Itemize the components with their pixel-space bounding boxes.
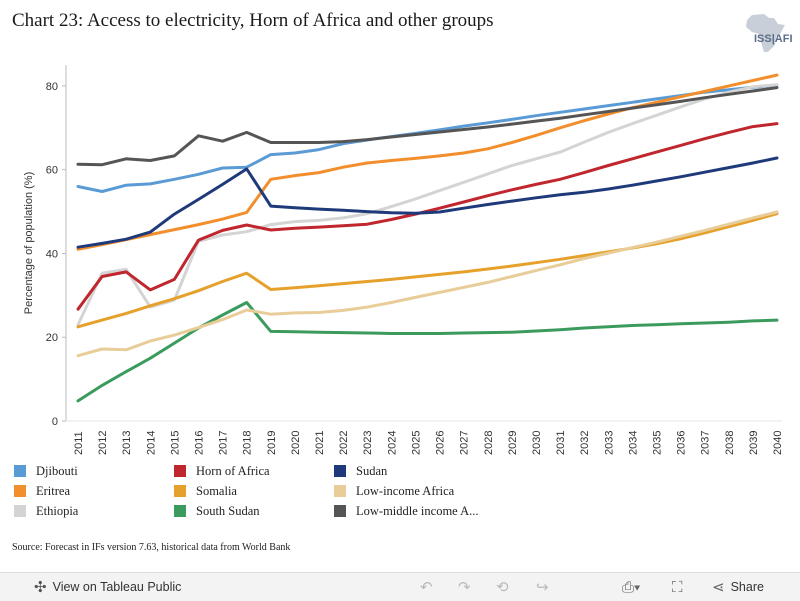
legend-swatch (334, 465, 346, 477)
x-tick-label: 2024 (386, 431, 398, 455)
legend-label: Low-middle income A... (356, 503, 479, 518)
x-tick-label: 2021 (314, 431, 326, 455)
iss-afi-logo: ISS|AFI (746, 14, 792, 52)
x-tick-label: 2039 (748, 431, 760, 455)
x-tick-label: 2014 (145, 431, 157, 455)
redo-button[interactable]: ↷ (458, 573, 471, 601)
share-label: Share (730, 580, 764, 594)
x-tick-label: 2011 (73, 431, 85, 455)
x-tick-label: 2031 (555, 431, 567, 455)
legend-swatch (174, 485, 186, 497)
revert-button[interactable]: ⟲ (496, 573, 509, 601)
series-line-low-income-africa[interactable] (76, 210, 779, 358)
y-tick-label: 0 (52, 416, 58, 428)
y-tick-label: 80 (46, 81, 58, 93)
legend-item-low-income-africa[interactable]: Low-income Africa (334, 482, 454, 500)
x-tick-label: 2018 (242, 431, 254, 455)
legend-swatch (14, 505, 26, 517)
legend-label: Sudan (356, 463, 388, 478)
x-tick-label: 2019 (266, 431, 278, 455)
legend-label: Djibouti (36, 463, 78, 478)
x-tick-label: 2032 (579, 431, 591, 455)
x-tick-label: 2013 (121, 431, 133, 455)
y-tick-label: 60 (46, 165, 58, 177)
x-tick-label: 2028 (483, 431, 495, 455)
download-icon: ⎙▾ (622, 578, 641, 596)
x-tick-label: 2040 (772, 431, 784, 455)
x-tick-label: 2025 (410, 431, 422, 455)
x-tick-label: 2030 (531, 431, 543, 455)
legend-swatch (334, 505, 346, 517)
legend-item-horn-of-africa[interactable]: Horn of Africa (174, 462, 270, 480)
series-line-ethiopia[interactable] (76, 83, 779, 327)
y-tick-label: 20 (46, 332, 58, 344)
undo-button[interactable]: ↶ (420, 573, 433, 601)
x-tick-label: 2026 (435, 431, 447, 455)
x-tick-label: 2038 (724, 431, 736, 455)
x-tick-label: 2029 (507, 431, 519, 455)
x-tick-label: 2033 (603, 431, 615, 455)
legend-item-sudan[interactable]: Sudan (334, 462, 387, 480)
legend-item-south-sudan[interactable]: South Sudan (174, 502, 260, 520)
undo-icon: ↶ (420, 579, 433, 596)
x-tick-label: 2023 (362, 431, 374, 455)
series-line-sudan[interactable] (76, 156, 779, 249)
legend-item-djibouti[interactable]: Djibouti (14, 462, 78, 480)
x-tick-label: 2020 (290, 431, 302, 455)
series-line-low-middle-income-a[interactable] (76, 86, 779, 167)
legend-item-ethiopia[interactable]: Ethiopia (14, 502, 78, 520)
forward-button[interactable]: ↪ (536, 573, 549, 601)
chart-series (76, 73, 779, 403)
legend-label: Horn of Africa (196, 463, 270, 478)
y-tick-label: 40 (46, 248, 58, 260)
legend-swatch (174, 505, 186, 517)
x-tick-label: 2037 (700, 431, 712, 455)
series-line-somalia[interactable] (76, 212, 779, 329)
legend-label: Eritrea (36, 483, 71, 498)
view-on-tableau-label: View on Tableau Public (52, 580, 182, 594)
legend-label: South Sudan (196, 503, 260, 518)
tableau-toolbar: ✣ View on Tableau Public ↶ ↷ ⟲ ↪ ⎙▾ ⛶ ⋖ … (0, 572, 800, 601)
share-icon: ⋖ (712, 579, 725, 596)
legend-item-low-middle-income-a[interactable]: Low-middle income A... (334, 502, 479, 520)
redo-icon: ↷ (458, 579, 471, 596)
x-tick-label: 2027 (459, 431, 471, 455)
legend-label: Low-income Africa (356, 483, 455, 498)
legend-label: Ethiopia (36, 503, 79, 518)
view-on-tableau-button[interactable]: ✣ View on Tableau Public (34, 573, 181, 601)
x-tick-label: 2036 (676, 431, 688, 455)
source-note: Source: Forecast in IFs version 7.63, hi… (12, 542, 291, 553)
revert-icon: ⟲ (496, 579, 509, 596)
x-tick-label: 2035 (651, 431, 663, 455)
x-tick-label: 2022 (338, 431, 350, 455)
x-tick-label: 2034 (627, 431, 639, 455)
fullscreen-icon: ⛶ (672, 578, 683, 596)
legend-item-eritrea[interactable]: Eritrea (14, 482, 70, 500)
forward-icon: ↪ (536, 579, 549, 596)
legend-item-somalia[interactable]: Somalia (174, 482, 237, 500)
chart-title: Chart 23: Access to electricity, Horn of… (12, 10, 494, 31)
fullscreen-button[interactable]: ⛶ (672, 573, 683, 601)
download-button[interactable]: ⎙▾ (622, 573, 640, 601)
chart-legend: Djibouti Eritrea Ethiopia Horn of Africa Som… (14, 462, 574, 524)
y-axis-title: Percentage of population (%) (23, 172, 35, 314)
x-tick-label: 2012 (97, 431, 109, 455)
logo-text: ISS|AFI (754, 33, 792, 45)
share-button[interactable]: ⋖ Share (712, 573, 764, 601)
x-tick-label: 2016 (194, 431, 206, 455)
legend-swatch (334, 485, 346, 497)
x-tick-label: 2017 (218, 431, 230, 455)
legend-swatch (174, 465, 186, 477)
series-line-eritrea[interactable] (76, 73, 779, 251)
series-line-djibouti[interactable] (76, 83, 779, 193)
africa-map-icon (746, 14, 785, 52)
legend-swatch (14, 465, 26, 477)
legend-label: Somalia (196, 483, 237, 498)
x-tick-label: 2015 (169, 431, 181, 455)
series-line-south-sudan[interactable] (76, 301, 779, 403)
tableau-icon: ✣ (34, 579, 47, 596)
legend-swatch (14, 485, 26, 497)
